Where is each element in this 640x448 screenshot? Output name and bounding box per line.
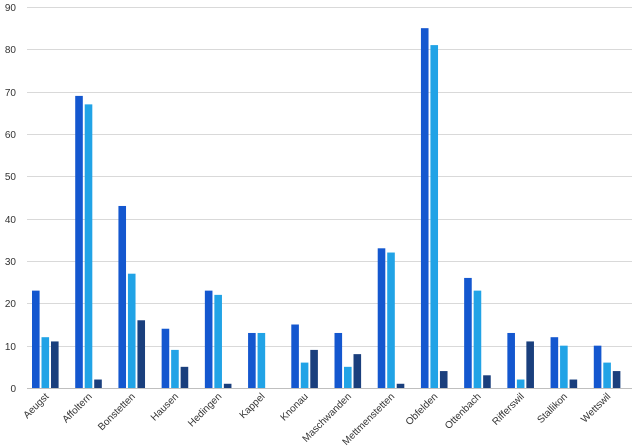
x-category-label: Wettswil — [579, 391, 613, 425]
bar — [377, 248, 386, 388]
x-category-label: Bonstetten — [96, 391, 138, 433]
bar — [171, 349, 179, 388]
bar — [396, 383, 405, 388]
bar — [593, 345, 602, 388]
x-category-label: Knonau — [279, 391, 311, 423]
bar — [257, 332, 266, 388]
bar — [344, 366, 352, 388]
x-category-label: Ottenbach — [443, 391, 483, 431]
bar — [248, 332, 256, 388]
bar — [387, 252, 395, 388]
bar — [526, 341, 534, 388]
x-category-label: Rifferswil — [490, 391, 526, 427]
bar — [430, 45, 439, 388]
bar — [137, 320, 146, 388]
bar — [353, 354, 362, 388]
bar — [612, 371, 621, 388]
bar — [84, 104, 93, 389]
y-tick-label: 10 — [5, 342, 17, 353]
bar — [310, 349, 318, 388]
bar — [32, 290, 40, 388]
bar — [204, 290, 213, 388]
x-category-label: Affoltern — [61, 391, 95, 425]
bar — [300, 362, 309, 388]
gridlines — [27, 7, 632, 389]
y-tick-label: 20 — [5, 299, 17, 310]
bar — [483, 375, 491, 388]
bar — [180, 366, 189, 388]
x-category-label: Kappel — [238, 391, 268, 421]
bar — [464, 277, 472, 388]
bar — [516, 379, 525, 388]
y-tick-label: 30 — [5, 257, 17, 268]
x-axis-labels: Aeugst Affoltern Bonstetten Hausen Hedingen K… — [22, 391, 614, 448]
y-tick-label: 40 — [5, 215, 17, 226]
y-tick-label: 70 — [5, 88, 17, 99]
bar — [550, 337, 559, 388]
y-tick-label: 80 — [5, 45, 17, 56]
bar — [291, 324, 299, 388]
y-tick-label: 0 — [10, 384, 16, 395]
bar — [75, 95, 83, 389]
bar — [214, 294, 222, 388]
bar — [127, 273, 136, 388]
bar — [560, 345, 568, 388]
bar — [603, 362, 611, 388]
bar — [51, 341, 59, 388]
bar — [507, 332, 515, 388]
y-tick-label: 50 — [5, 172, 17, 183]
bar — [473, 290, 482, 388]
x-category-label: Hausen — [149, 391, 181, 423]
x-category-label: Aeugst — [22, 391, 52, 421]
y-tick-label: 60 — [5, 130, 17, 141]
bar — [334, 332, 343, 388]
bar — [161, 328, 170, 388]
bar — [439, 371, 448, 388]
x-category-label: Obfelden — [404, 391, 440, 427]
bar — [420, 28, 429, 388]
y-axis-ticks: 0 10 20 30 40 50 60 70 80 90 — [5, 3, 17, 395]
bar — [569, 379, 578, 388]
y-tick-label: 90 — [5, 3, 17, 14]
bar — [41, 337, 50, 388]
x-category-label: Stallikon — [535, 391, 570, 426]
bar — [94, 379, 102, 388]
bars — [32, 28, 621, 389]
bar — [118, 205, 127, 388]
bar — [223, 383, 232, 388]
x-category-label: Hedingen — [186, 391, 224, 429]
